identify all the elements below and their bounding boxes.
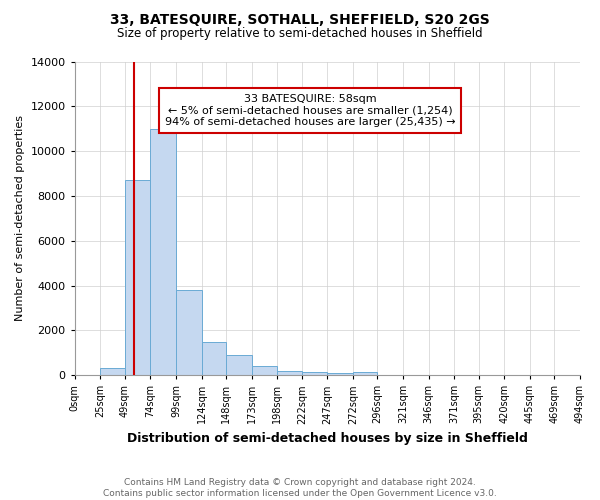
Bar bbox=[202, 342, 226, 375]
Bar bbox=[100, 368, 125, 375]
X-axis label: Distribution of semi-detached houses by size in Sheffield: Distribution of semi-detached houses by … bbox=[127, 432, 528, 445]
Bar bbox=[125, 180, 151, 375]
Y-axis label: Number of semi-detached properties: Number of semi-detached properties bbox=[15, 116, 25, 322]
Bar bbox=[151, 128, 176, 375]
Bar bbox=[353, 372, 377, 375]
Bar bbox=[251, 366, 277, 375]
Bar bbox=[328, 374, 353, 375]
Text: Contains HM Land Registry data © Crown copyright and database right 2024.
Contai: Contains HM Land Registry data © Crown c… bbox=[103, 478, 497, 498]
Bar bbox=[226, 355, 251, 375]
Bar bbox=[277, 370, 302, 375]
Text: Size of property relative to semi-detached houses in Sheffield: Size of property relative to semi-detach… bbox=[117, 28, 483, 40]
Text: 33 BATESQUIRE: 58sqm
← 5% of semi-detached houses are smaller (1,254)
94% of sem: 33 BATESQUIRE: 58sqm ← 5% of semi-detach… bbox=[164, 94, 455, 127]
Bar bbox=[176, 290, 202, 375]
Bar bbox=[302, 372, 328, 375]
Text: 33, BATESQUIRE, SOTHALL, SHEFFIELD, S20 2GS: 33, BATESQUIRE, SOTHALL, SHEFFIELD, S20 … bbox=[110, 12, 490, 26]
